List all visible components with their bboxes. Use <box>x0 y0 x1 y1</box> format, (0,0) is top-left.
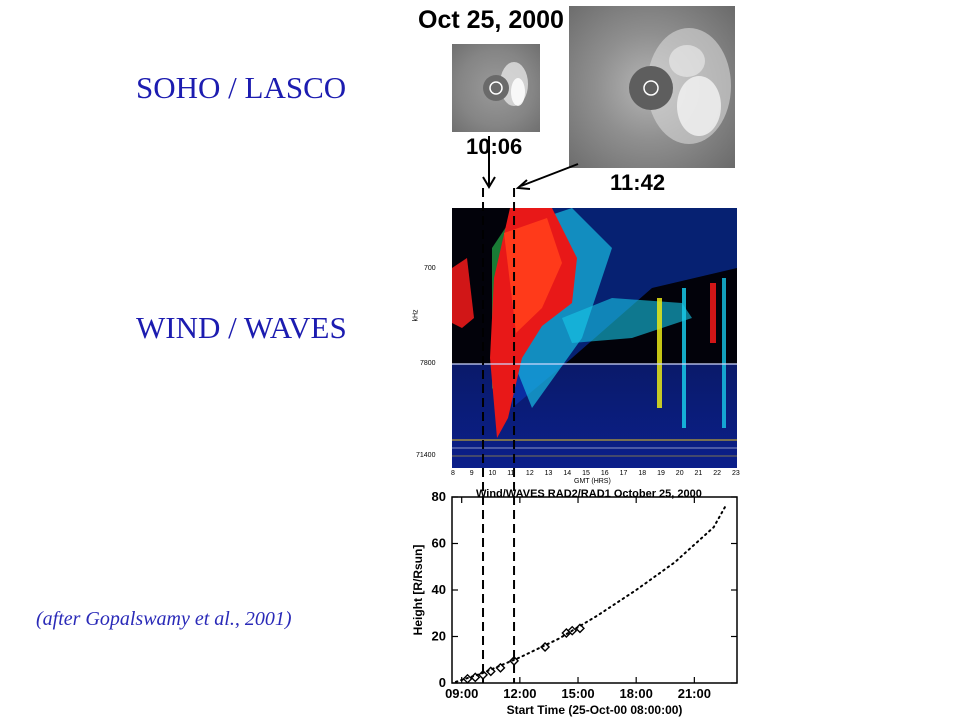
y-tick-label: 80 <box>432 489 446 504</box>
wind-waves-spectrogram <box>452 208 737 468</box>
y-tick-label: 20 <box>432 629 446 644</box>
lasco-date-title: Oct 25, 2000 <box>418 6 564 34</box>
lasco-time-2: 11:42 <box>610 170 666 195</box>
data-marker <box>485 666 496 677</box>
plot-frame <box>451 496 738 684</box>
spectro-xtick: 18 <box>638 470 647 477</box>
y-axis-label: Height [R/Rsun] <box>411 545 425 636</box>
data-marker <box>540 641 551 652</box>
spectro-xtick: 15 <box>582 470 590 477</box>
spectro-xtick: 22 <box>713 470 722 477</box>
citation-credit: (after Gopalswamy et al., 2001) <box>36 608 292 630</box>
spectro-ytick-2: 7800 <box>420 360 436 367</box>
fit-line <box>454 505 727 683</box>
soho-lasco-label: SOHO / LASCO <box>136 70 347 105</box>
x-axis-label: Start Time (25-Oct-00 08:00:00) <box>507 703 683 717</box>
arrow-1142 <box>520 163 579 187</box>
spectro-ytick-3: 71400 <box>416 452 436 459</box>
spectro-xtick: 16 <box>600 470 609 477</box>
data-marker <box>462 673 473 684</box>
spectro-xtick: 23 <box>732 470 740 477</box>
lasco-image-1142 <box>569 6 735 168</box>
spectro-ytick-1: 700 <box>424 265 436 272</box>
lasco-image-1006 <box>452 44 540 132</box>
data-marker <box>574 623 585 634</box>
spectro-xtick: 19 <box>657 470 665 477</box>
spectro-xtick: 13 <box>544 470 553 477</box>
spectro-xtick: 12 <box>525 470 534 477</box>
data-marker <box>495 662 506 673</box>
x-tick-label: 21:00 <box>678 686 711 701</box>
data-marker <box>470 672 481 683</box>
lasco-time-1: 10:06 <box>466 134 523 159</box>
spectro-xtick: 11 <box>507 470 515 477</box>
spectro-xlabel: GMT (HRS) <box>574 478 611 485</box>
spectro-xtick: 8 <box>451 470 455 477</box>
spectro-xtick: 14 <box>563 470 572 477</box>
spectro-xtick: 17 <box>619 470 628 477</box>
spectro-xtick: 9 <box>469 470 474 477</box>
y-tick-label: 60 <box>432 536 446 551</box>
x-tick-label: 09:00 <box>445 686 478 701</box>
data-marker <box>567 625 578 636</box>
spectro-xtick: 21 <box>694 470 703 477</box>
x-tick-label: 12:00 <box>503 686 536 701</box>
y-tick-label: 40 <box>432 582 446 597</box>
x-tick-label: 18:00 <box>620 686 653 701</box>
x-tick-label: 15:00 <box>561 686 594 701</box>
spectro-xtick: 20 <box>675 470 684 477</box>
wind-waves-label: WIND / WAVES <box>136 310 347 345</box>
y-tick-label: 0 <box>439 675 446 690</box>
spectro-xtick: 10 <box>488 470 497 477</box>
